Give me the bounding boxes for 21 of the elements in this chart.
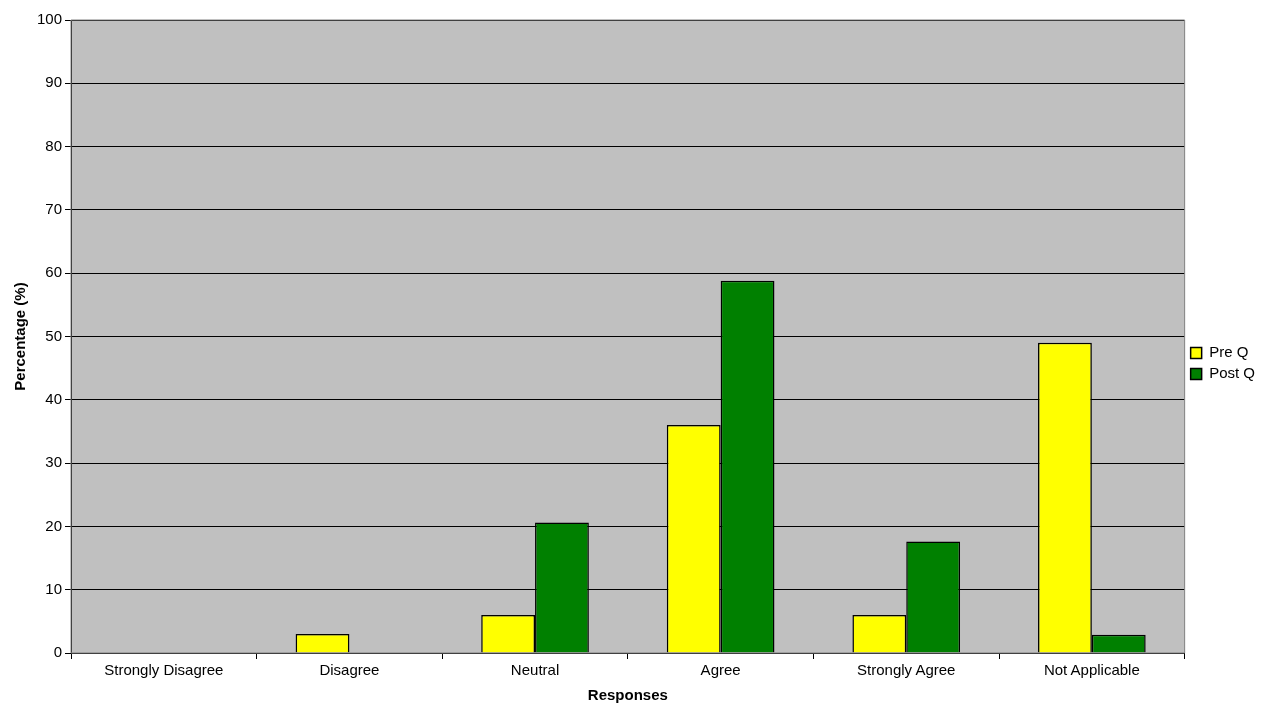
x-tick-label: Strongly Disagree [104, 661, 224, 679]
y-tick-label: 70 [45, 200, 63, 218]
x-tick-label: Neutral [510, 661, 560, 679]
y-tick-label: 80 [45, 136, 63, 154]
y-tick-label: 40 [45, 389, 63, 407]
legend-label: Post Q [1209, 364, 1256, 382]
y-tick-label: 100 [37, 10, 63, 28]
y-tick-label: 60 [45, 263, 63, 281]
y-tick-label: 30 [45, 453, 63, 471]
x-axis-title: Responses [587, 686, 668, 704]
x-tick-label: Not Applicable [1043, 661, 1140, 679]
x-tick-label: Agree [700, 661, 741, 679]
y-tick-label: 20 [45, 516, 63, 534]
y-tick-label: 50 [45, 326, 63, 344]
y-tick-label: 0 [53, 643, 63, 661]
x-tick-label: Disagree [319, 661, 380, 679]
legend-label: Pre Q [1209, 343, 1249, 361]
x-tick-label: Strongly Agree [857, 661, 956, 679]
y-axis-title: Percentage (%) [11, 282, 29, 391]
y-tick-label: 10 [45, 579, 63, 597]
y-tick-label: 90 [45, 73, 63, 91]
